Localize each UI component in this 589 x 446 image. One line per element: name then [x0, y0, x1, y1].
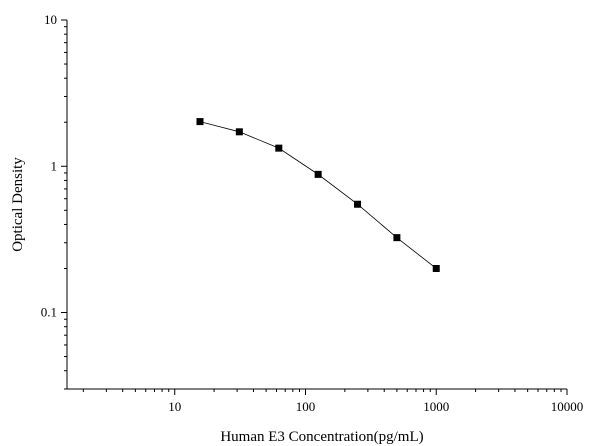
data-point: [196, 118, 204, 126]
data-series: [196, 118, 440, 272]
y-axis-title: Optical Density: [10, 157, 26, 252]
x-axis-title: Human E3 Concentration(pg/mL): [220, 429, 423, 445]
x-axis-ticks: 10 100 1000 10000: [82, 389, 584, 414]
y-axis-ticks: 0.1 1 10: [41, 12, 67, 390]
data-point: [393, 234, 401, 242]
data-point: [432, 264, 440, 272]
y-tick-label: 0.1: [41, 305, 57, 320]
series-line: [199, 121, 437, 269]
x-tick-label: 10000: [551, 399, 584, 414]
x-tick-label: 1000: [423, 399, 449, 414]
y-tick-label: 1: [51, 158, 58, 173]
x-tick-label: 100: [296, 399, 316, 414]
axes: [66, 20, 567, 390]
data-point: [275, 144, 283, 152]
data-point: [354, 200, 362, 208]
y-tick-label: 10: [44, 12, 57, 27]
x-tick-label: 10: [168, 399, 181, 414]
data-point: [314, 170, 322, 178]
data-point: [235, 128, 243, 136]
